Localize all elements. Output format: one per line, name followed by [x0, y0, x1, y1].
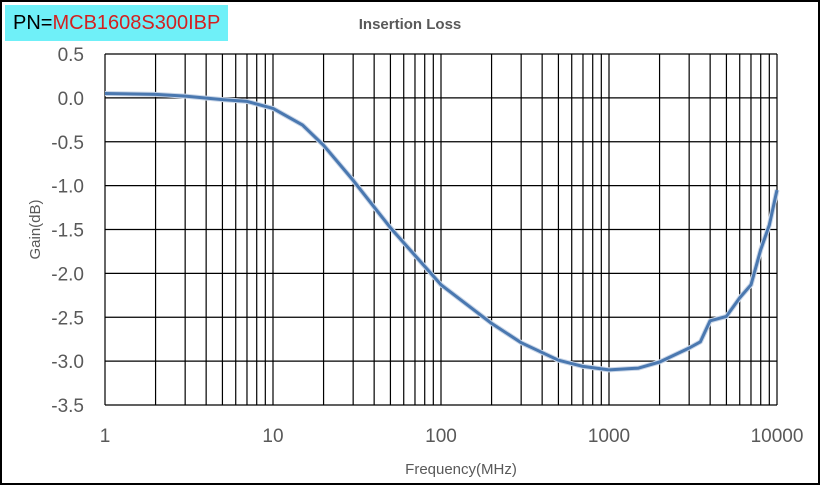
x-tick-label: 10	[262, 426, 283, 447]
x-tick-label: 10000	[751, 426, 804, 447]
y-tick-label: 0.5	[58, 45, 84, 66]
x-tick-label: 1	[100, 426, 111, 447]
part-number-value: MCB1608S300IBP	[52, 12, 221, 34]
y-tick-label: -3.0	[51, 352, 84, 373]
x-axis-title: Frequency(MHz)	[405, 461, 517, 478]
x-tick-label: 100	[425, 426, 457, 447]
y-tick-label: -1.0	[51, 177, 84, 198]
y-tick-label: -2.5	[51, 308, 84, 329]
y-axis-title: Gain(dB)	[27, 199, 44, 259]
chart-title: Insertion Loss	[358, 16, 462, 33]
y-tick-label: -0.5	[51, 133, 84, 154]
part-number-label: PN=MCB1608S300IBP	[5, 5, 228, 41]
part-number-prefix: PN=	[13, 12, 53, 34]
x-tick-label: 1000	[588, 426, 630, 447]
y-tick-label: -3.5	[51, 396, 84, 417]
series-line	[104, 92, 779, 372]
y-tick-label: -2.0	[51, 264, 84, 285]
y-tick-label: 0.0	[58, 89, 84, 110]
y-tick-label: -1.5	[51, 221, 84, 242]
